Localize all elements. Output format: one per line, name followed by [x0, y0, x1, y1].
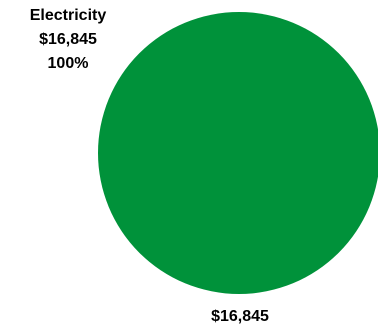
slice-percent-label: 100% — [47, 55, 89, 72]
slice-category-label: Electricity — [29, 7, 107, 24]
slice-value-label: $16,845 — [39, 31, 97, 48]
pie-slice-electricity — [98, 12, 378, 294]
total-value-label: $16,845 — [211, 308, 269, 325]
slice-label-electricity: Electricity $16,845 100% — [18, 4, 118, 76]
